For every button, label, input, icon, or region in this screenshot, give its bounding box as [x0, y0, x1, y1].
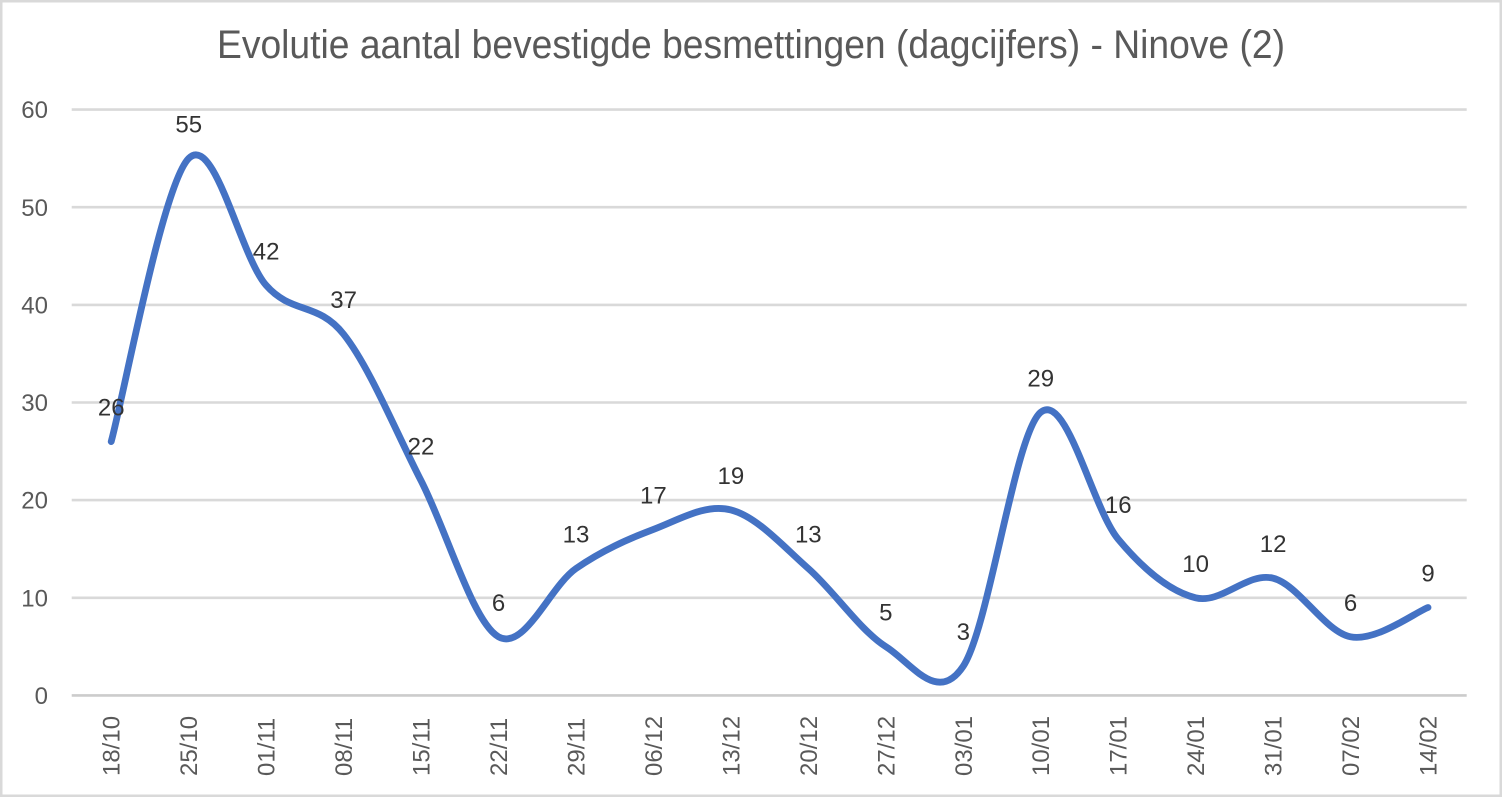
svg-text:42: 42 [253, 238, 280, 265]
svg-text:06/12: 06/12 [641, 716, 668, 776]
svg-text:13: 13 [563, 522, 590, 549]
svg-text:55: 55 [175, 111, 202, 138]
svg-text:6: 6 [492, 590, 505, 617]
svg-text:14/02: 14/02 [1416, 716, 1443, 776]
svg-text:10: 10 [1182, 551, 1209, 578]
svg-text:13: 13 [795, 522, 822, 549]
svg-text:60: 60 [21, 97, 48, 124]
svg-text:9: 9 [1421, 561, 1434, 588]
svg-text:01/11: 01/11 [254, 718, 281, 776]
svg-text:26: 26 [98, 395, 125, 422]
svg-text:18/10: 18/10 [99, 716, 126, 776]
svg-text:29/11: 29/11 [564, 718, 591, 776]
svg-text:24/01: 24/01 [1183, 716, 1210, 776]
svg-text:12: 12 [1260, 531, 1287, 558]
svg-text:40: 40 [21, 293, 48, 320]
svg-text:30: 30 [21, 390, 48, 417]
svg-text:20/12: 20/12 [796, 716, 823, 776]
svg-text:17: 17 [640, 482, 667, 509]
svg-text:17/01: 17/01 [1106, 716, 1133, 776]
svg-text:5: 5 [879, 600, 892, 627]
svg-text:20: 20 [21, 488, 48, 515]
svg-text:03/01: 03/01 [951, 716, 978, 776]
svg-text:50: 50 [21, 195, 48, 222]
svg-text:31/01: 31/01 [1261, 716, 1288, 776]
svg-text:13/12: 13/12 [718, 716, 745, 776]
svg-text:Evolutie aantal bevestigde bes: Evolutie aantal bevestigde besmettingen … [217, 23, 1285, 67]
svg-text:10/01: 10/01 [1028, 716, 1055, 776]
svg-text:25/10: 25/10 [176, 716, 203, 776]
svg-text:29: 29 [1027, 365, 1054, 392]
svg-text:08/11: 08/11 [331, 718, 358, 776]
svg-text:3: 3 [957, 619, 970, 646]
svg-text:10: 10 [21, 585, 48, 612]
svg-text:0: 0 [35, 683, 48, 710]
svg-text:15/11: 15/11 [409, 718, 436, 776]
svg-text:27/12: 27/12 [873, 716, 900, 776]
svg-text:37: 37 [330, 287, 357, 314]
svg-text:22/11: 22/11 [486, 718, 513, 776]
svg-text:19: 19 [718, 463, 745, 490]
svg-text:6: 6 [1344, 590, 1357, 617]
svg-text:22: 22 [408, 434, 435, 461]
svg-text:16: 16 [1105, 492, 1132, 519]
svg-text:07/02: 07/02 [1338, 716, 1365, 776]
